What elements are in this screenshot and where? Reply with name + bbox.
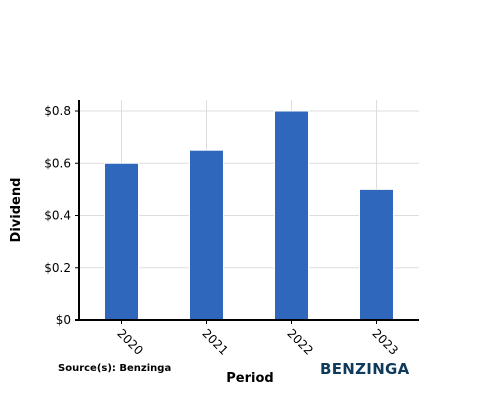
benzinga-logo: BENZINGA [320,360,410,378]
y-tick-label: $0.6 [44,156,71,170]
x-tick-label: 2021 [199,326,230,357]
y-axis-title: Dividend [9,178,24,243]
x-tick-label: 2020 [114,326,145,357]
y-tick-label: $0.2 [44,261,71,275]
x-tick-labels: 2020 2021 2022 2023 [114,320,401,358]
x-tick-label: 2022 [284,326,315,357]
bar-2023 [359,188,394,321]
y-tick-labels: $0 $0.2 $0.4 $0.6 $0.8 [44,104,79,327]
y-tick-label: $0.8 [44,104,71,118]
bar-2020 [104,162,139,321]
y-tick-label: $0 [56,313,71,327]
bar-2021 [189,149,224,321]
bars [104,110,394,321]
axes [75,100,419,321]
y-tick-label: $0.4 [44,209,71,223]
source-note: Source(s): Benzinga [58,363,172,374]
x-axis-title: Period [226,371,273,386]
x-tick-label: 2023 [369,326,400,357]
bar-2022 [274,110,309,321]
